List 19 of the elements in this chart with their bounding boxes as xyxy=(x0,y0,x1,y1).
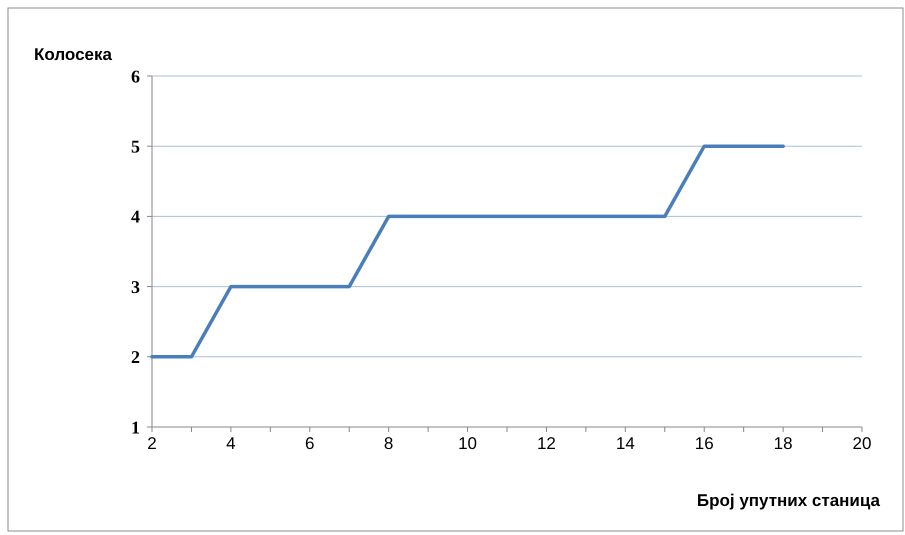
x-tick-label: 2 xyxy=(147,434,157,453)
line-series xyxy=(150,144,785,359)
x-tick-label: 8 xyxy=(384,434,394,453)
x-tick-label: 12 xyxy=(536,434,556,453)
x-axis-title: Број упутних станица xyxy=(696,491,881,510)
x-tick-label: 4 xyxy=(226,434,236,453)
x-tick-label: 16 xyxy=(694,434,714,453)
y-tick-label: 1 xyxy=(131,417,140,438)
y-tick-label: 6 xyxy=(131,66,140,86)
y-tick-label: 5 xyxy=(131,136,140,156)
x-tick-label: 18 xyxy=(774,434,793,453)
y-tick-label: 4 xyxy=(131,206,140,227)
y-axis-title: Колосека xyxy=(34,45,112,64)
x-tick-label: 14 xyxy=(616,434,635,453)
x-tick-label: 20 xyxy=(852,434,872,453)
x-tick-label: 6 xyxy=(305,434,315,453)
x-tick-label: 10 xyxy=(458,434,478,453)
y-tick-label: 3 xyxy=(131,276,140,297)
y-tick-label: 2 xyxy=(131,347,140,368)
